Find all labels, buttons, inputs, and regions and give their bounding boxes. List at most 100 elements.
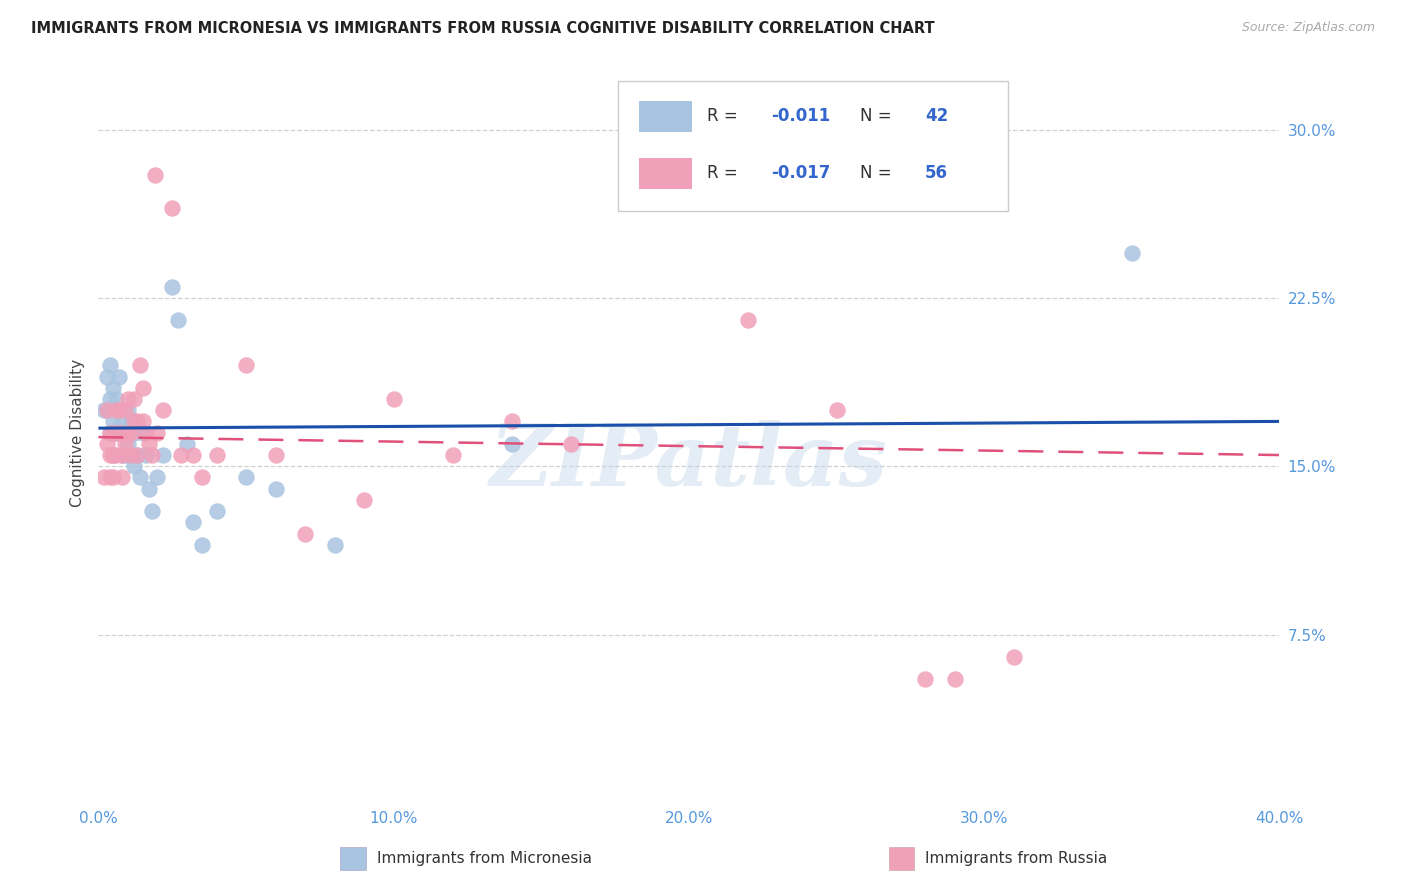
Point — [191, 470, 214, 484]
Point — [96, 369, 118, 384]
Text: 42: 42 — [925, 108, 949, 126]
Point — [98, 359, 121, 373]
Point — [138, 437, 160, 451]
Point — [125, 414, 148, 428]
Point — [294, 526, 316, 541]
Point — [120, 425, 142, 440]
Point — [120, 414, 142, 428]
Point — [501, 414, 523, 428]
Bar — [640, 101, 693, 132]
Y-axis label: Cognitive Disability: Cognitive Disability — [69, 359, 84, 507]
Point — [132, 414, 155, 428]
Point — [353, 492, 375, 507]
Text: 56: 56 — [925, 164, 948, 183]
Point — [96, 403, 118, 417]
Point — [323, 538, 346, 552]
Point — [825, 403, 848, 417]
Point — [162, 201, 183, 215]
Point — [114, 425, 136, 440]
Point — [117, 437, 139, 451]
Point — [205, 448, 228, 462]
Point — [914, 673, 936, 687]
Point — [132, 425, 155, 440]
Point — [128, 470, 150, 484]
Text: Source: ZipAtlas.com: Source: ZipAtlas.com — [1241, 21, 1375, 34]
Point — [152, 403, 174, 417]
Point — [146, 470, 169, 484]
Point — [122, 392, 145, 406]
Point — [93, 470, 115, 484]
Point — [122, 459, 145, 474]
Point — [117, 425, 139, 440]
Point — [181, 448, 204, 462]
Point — [93, 403, 115, 417]
Point — [264, 448, 287, 462]
Point — [1002, 650, 1025, 665]
Point — [382, 392, 405, 406]
Point — [122, 425, 145, 440]
Point — [170, 448, 193, 462]
Point — [176, 437, 198, 451]
Point — [501, 437, 523, 451]
Point — [114, 448, 136, 462]
Point — [619, 100, 641, 114]
Point — [103, 425, 125, 440]
Point — [122, 414, 145, 428]
Point — [103, 381, 125, 395]
Point — [114, 403, 136, 417]
Point — [105, 392, 128, 406]
Point — [108, 425, 131, 440]
Point — [167, 313, 190, 327]
Point — [181, 516, 204, 530]
Point — [103, 448, 125, 462]
Point — [114, 437, 136, 451]
Point — [120, 448, 142, 462]
Point — [135, 448, 157, 462]
Point — [560, 437, 582, 451]
Point — [191, 538, 214, 552]
Point — [111, 448, 134, 462]
Point — [105, 448, 128, 462]
Point — [141, 504, 163, 518]
Point — [264, 482, 287, 496]
Point — [125, 448, 148, 462]
Point — [135, 425, 157, 440]
Text: ZIPatlas: ZIPatlas — [489, 420, 889, 504]
Point — [103, 414, 125, 428]
Text: IMMIGRANTS FROM MICRONESIA VS IMMIGRANTS FROM RUSSIA COGNITIVE DISABILITY CORREL: IMMIGRANTS FROM MICRONESIA VS IMMIGRANTS… — [31, 21, 935, 36]
Point — [205, 504, 228, 518]
Point — [678, 134, 700, 148]
Point — [98, 425, 121, 440]
Point — [111, 470, 134, 484]
Point — [98, 448, 121, 462]
Point — [98, 425, 121, 440]
Text: R =: R = — [707, 164, 742, 183]
Point — [117, 392, 139, 406]
Point — [108, 369, 131, 384]
Point — [108, 403, 131, 417]
Text: N =: N = — [860, 164, 897, 183]
Point — [96, 437, 118, 451]
Text: Immigrants from Russia: Immigrants from Russia — [925, 852, 1108, 866]
Bar — [640, 158, 693, 189]
FancyBboxPatch shape — [619, 81, 1008, 211]
Point — [105, 403, 128, 417]
Point — [143, 168, 166, 182]
Point — [141, 448, 163, 462]
Point — [105, 425, 128, 440]
Point — [108, 403, 131, 417]
Point — [132, 381, 155, 395]
Point — [120, 448, 142, 462]
Point — [152, 448, 174, 462]
Point — [146, 425, 169, 440]
Point — [98, 392, 121, 406]
Point — [111, 414, 134, 428]
Point — [111, 448, 134, 462]
Text: -0.011: -0.011 — [772, 108, 831, 126]
Point — [98, 470, 121, 484]
Point — [125, 448, 148, 462]
Point — [943, 673, 966, 687]
Point — [162, 280, 183, 294]
Text: N =: N = — [860, 108, 897, 126]
Point — [103, 448, 125, 462]
